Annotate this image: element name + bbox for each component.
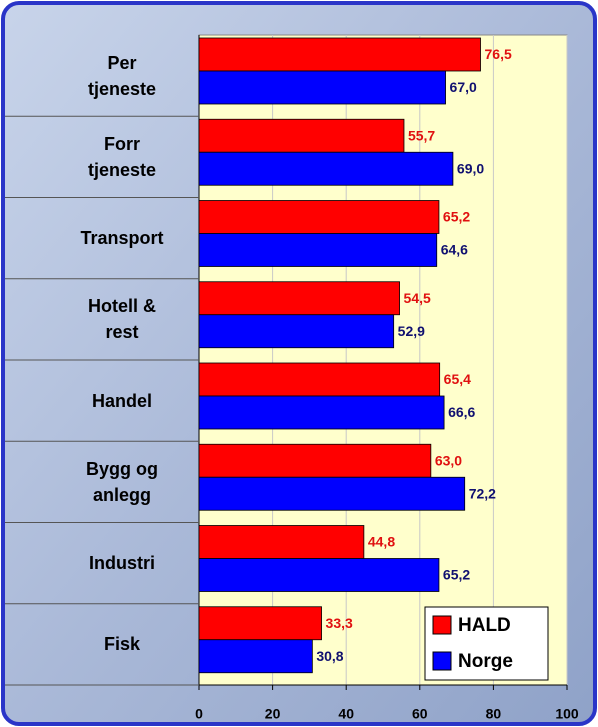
bar — [198, 525, 365, 559]
value-label: 55,7 — [408, 127, 435, 143]
bar — [198, 395, 445, 430]
value-label: 30,8 — [316, 648, 343, 664]
value-label: 64,6 — [441, 242, 468, 258]
x-tick-label: 40 — [338, 706, 354, 722]
value-label: 54,5 — [404, 290, 431, 306]
legend-swatch — [432, 651, 452, 671]
bar — [198, 558, 440, 592]
value-label: 69,0 — [457, 160, 484, 176]
category-label: Bygg og anlegg — [86, 458, 158, 505]
value-label: 76,5 — [485, 46, 512, 62]
x-tick-label: 100 — [555, 706, 579, 722]
category-label: Fisk — [103, 634, 141, 655]
category-label: Transport — [80, 228, 164, 249]
bar — [198, 606, 322, 641]
value-label: 65,4 — [444, 371, 471, 387]
category-label: Forr tjeneste — [87, 133, 157, 180]
x-tick-label: 0 — [195, 706, 203, 722]
bar — [198, 639, 313, 674]
value-label: 63,0 — [435, 452, 462, 468]
bar — [198, 118, 405, 153]
x-tick-label: 60 — [412, 706, 428, 722]
value-label: 33,3 — [326, 615, 353, 631]
value-label: 66,6 — [448, 404, 475, 420]
legend-label: Norge — [458, 651, 513, 672]
bar — [198, 281, 400, 316]
value-label: 52,9 — [398, 323, 425, 339]
category-label: Industri — [89, 553, 155, 574]
x-tick-label: 20 — [265, 706, 281, 722]
bar — [198, 362, 441, 397]
x-tick-label: 80 — [486, 706, 502, 722]
value-label: 67,0 — [450, 79, 477, 95]
category-label: Hotell & rest — [87, 296, 156, 343]
bar — [198, 314, 395, 349]
bar — [198, 233, 438, 267]
value-label: 65,2 — [443, 209, 470, 225]
legend-swatch — [432, 615, 452, 635]
bar — [198, 200, 440, 234]
bar — [198, 476, 466, 511]
value-label: 44,8 — [368, 534, 395, 550]
bar — [198, 151, 454, 186]
bar — [198, 443, 432, 478]
bar — [198, 70, 446, 105]
value-label: 72,2 — [469, 485, 496, 501]
bar — [198, 37, 481, 72]
category-label: Per tjeneste — [87, 52, 157, 99]
category-label: Handel — [91, 390, 152, 411]
value-label: 65,2 — [443, 567, 470, 583]
legend-label: HALD — [458, 615, 511, 636]
